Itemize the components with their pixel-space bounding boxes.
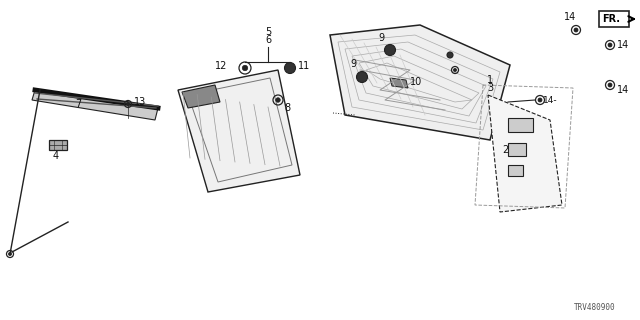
Circle shape [243,65,248,71]
Polygon shape [390,78,408,88]
Circle shape [285,62,296,74]
Text: 14-: 14- [543,95,557,105]
Circle shape [8,252,12,256]
Polygon shape [178,70,300,192]
Text: 14: 14 [617,40,629,50]
Text: 14: 14 [617,85,629,95]
Bar [599,11,629,27]
Text: 11: 11 [298,61,310,71]
Text: 9: 9 [350,59,356,69]
Circle shape [447,52,453,58]
Circle shape [608,43,612,47]
Text: TRV480900: TRV480900 [573,303,615,312]
Circle shape [574,28,578,32]
Circle shape [608,83,612,87]
Bar [508,118,533,132]
Polygon shape [330,25,510,140]
Text: 3: 3 [487,83,493,93]
Circle shape [385,44,396,55]
Text: 7: 7 [75,99,81,109]
Bar [49,140,67,150]
Text: 12: 12 [214,61,227,71]
Circle shape [538,98,542,102]
Text: 5: 5 [265,27,271,37]
Circle shape [127,102,129,106]
Text: 14: 14 [564,12,576,22]
Circle shape [276,98,280,102]
Text: 10: 10 [410,77,422,87]
Polygon shape [488,95,562,212]
Polygon shape [32,90,158,120]
Circle shape [356,71,367,83]
Bar [508,143,526,156]
Circle shape [453,68,456,72]
Bar [508,165,523,176]
Text: FR.: FR. [602,14,620,24]
Text: 6: 6 [265,35,271,45]
Text: 2: 2 [502,145,508,155]
Text: 13: 13 [134,97,147,107]
Text: 1: 1 [487,75,493,85]
Text: 4: 4 [53,151,59,161]
Text: 9: 9 [378,33,384,43]
Polygon shape [182,85,220,108]
Text: 8: 8 [284,103,290,113]
